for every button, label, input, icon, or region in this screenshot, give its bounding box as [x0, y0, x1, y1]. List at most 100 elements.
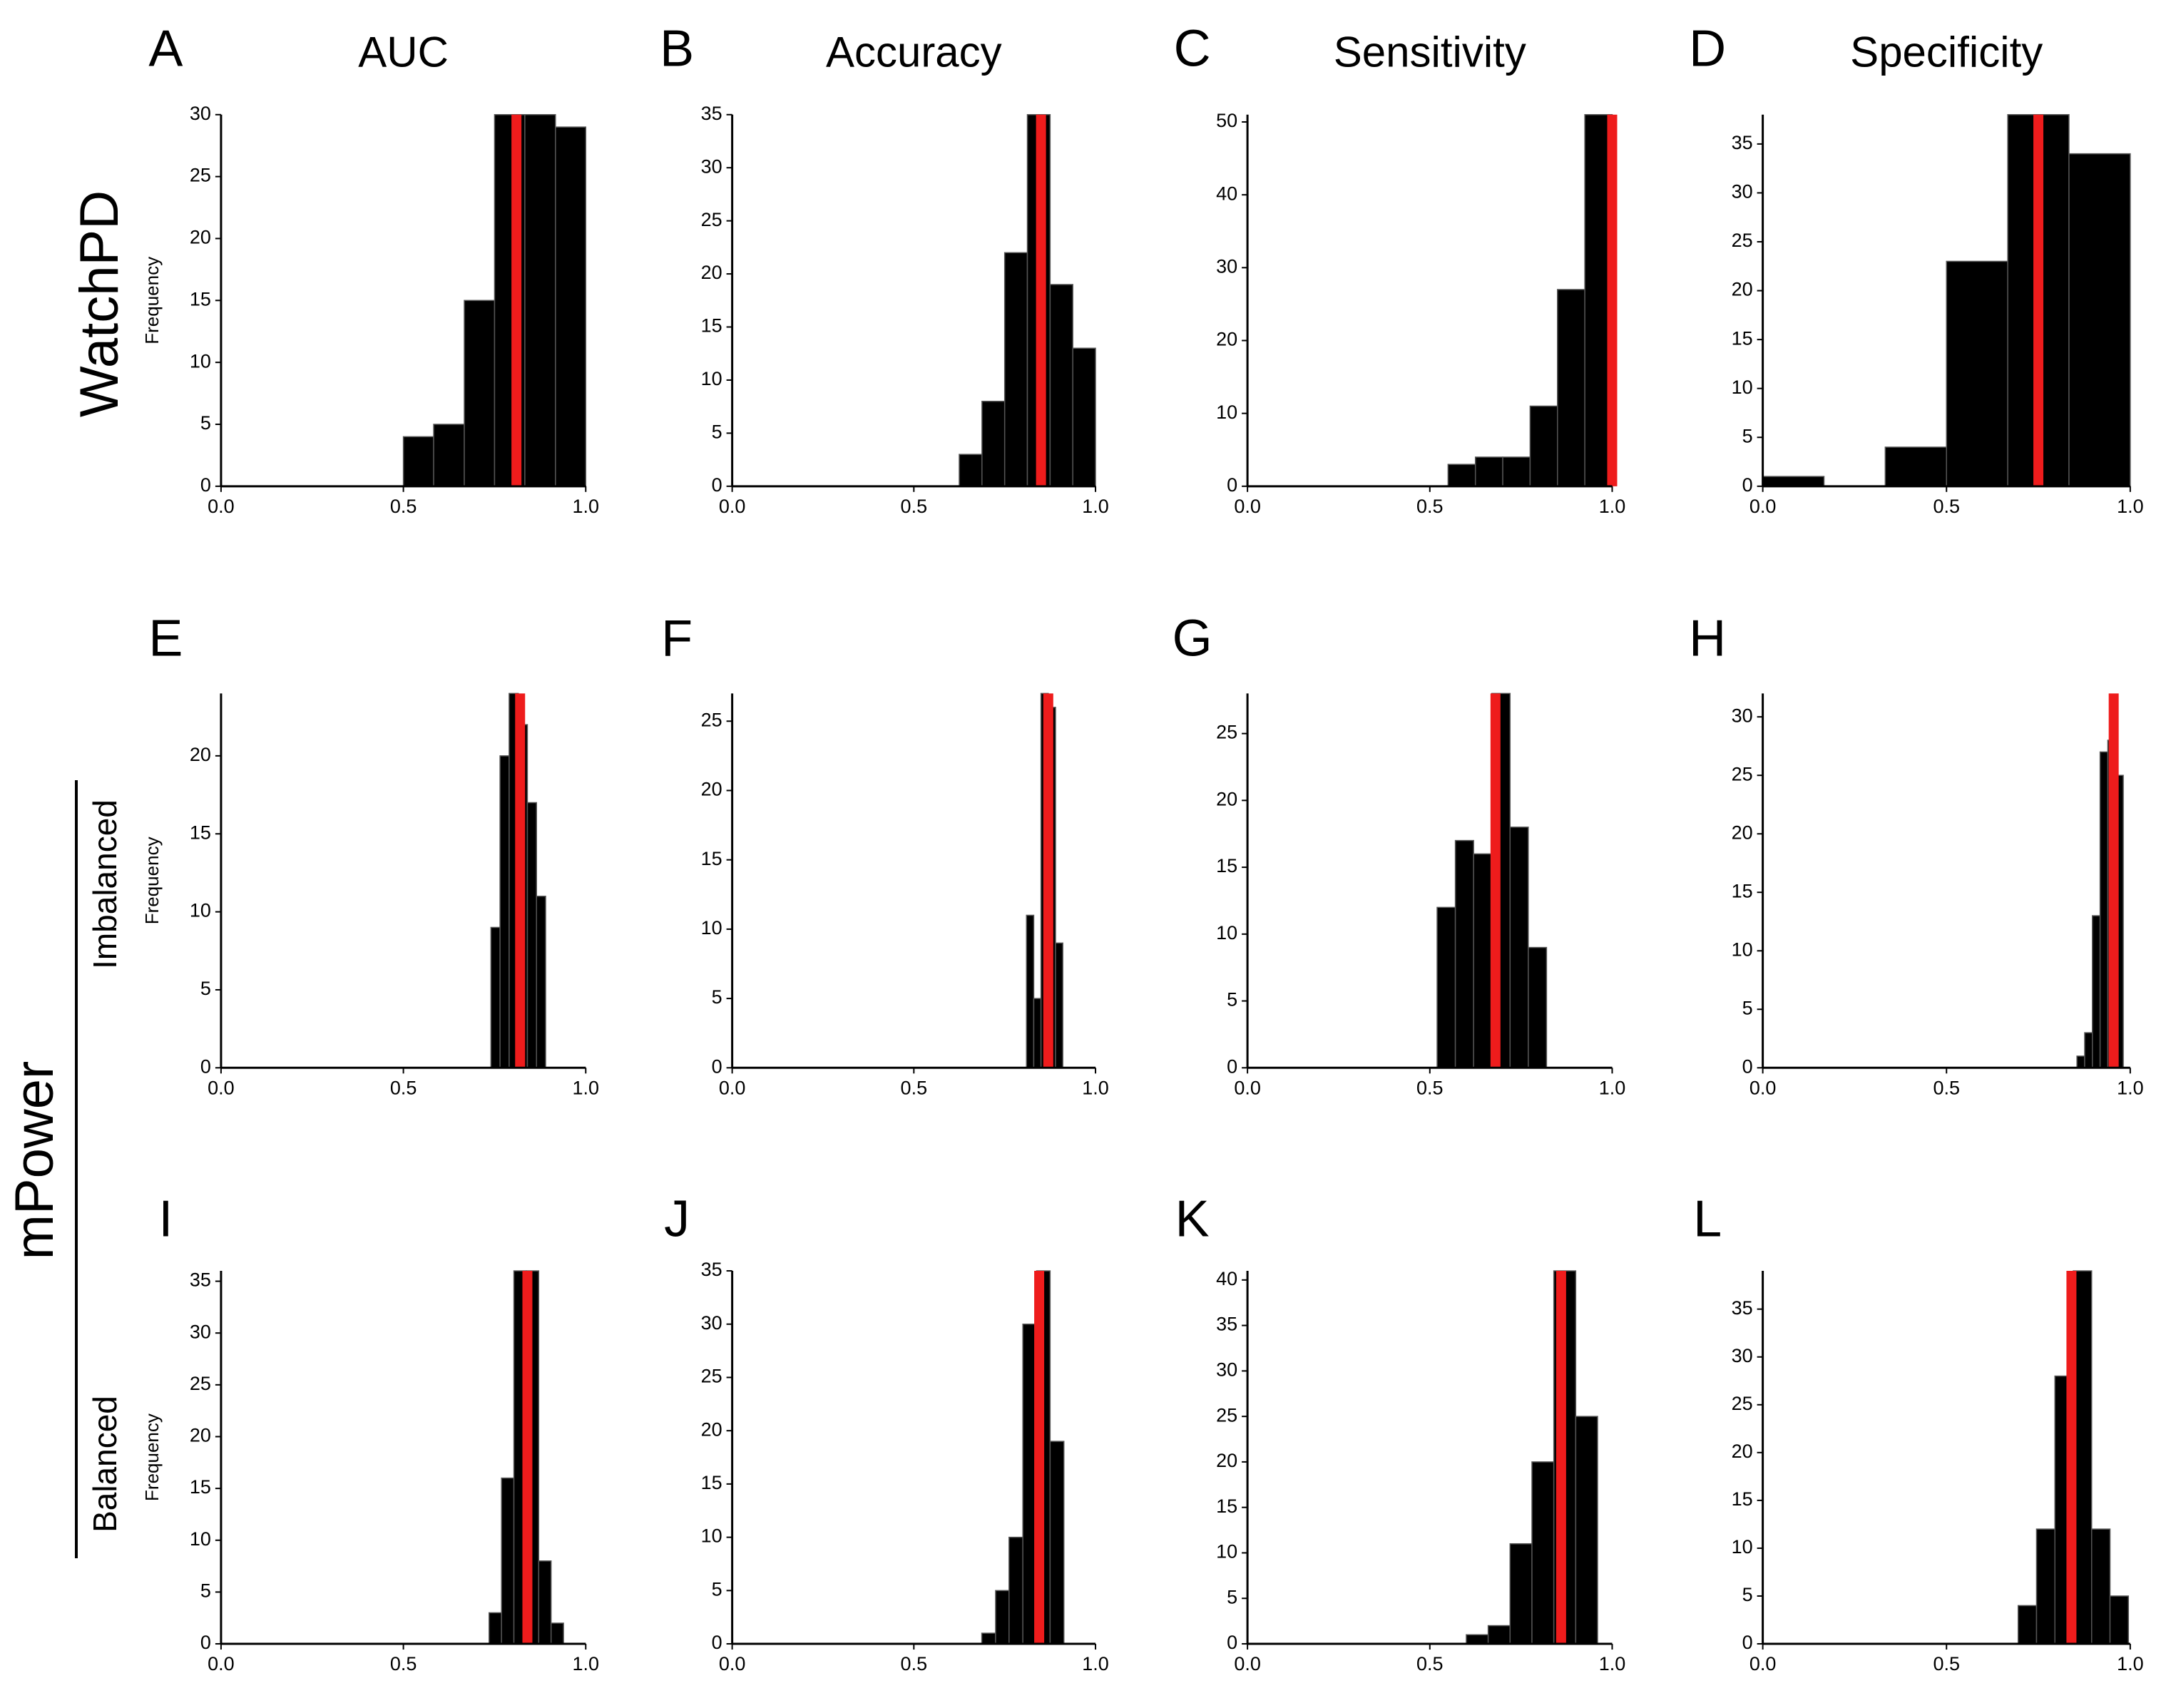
x-tick-label: 0.5 [1933, 1077, 1960, 1098]
panel-letter: G [1173, 610, 1212, 668]
y-tick-label: 30 [1732, 705, 1753, 726]
y-tick-label: 25 [1732, 230, 1753, 251]
y-tick-label: 10 [190, 900, 211, 921]
x-tick-label: 0.5 [1933, 1653, 1960, 1674]
histogram-bar [2109, 1595, 2130, 1645]
y-tick-label: 25 [1216, 1404, 1237, 1426]
y-axis-label: Frequency [141, 1413, 163, 1501]
y-tick-label: 35 [190, 1269, 211, 1291]
histogram-bar [550, 1622, 564, 1645]
x-tick-label: 1.0 [573, 496, 600, 517]
y-tick-label: 25 [190, 1373, 211, 1394]
y-tick-label: 10 [701, 1525, 722, 1547]
y-tick-label: 35 [1732, 132, 1753, 153]
y-tick-label: 30 [1732, 181, 1753, 203]
y-tick-label: 20 [190, 227, 211, 248]
histogram-bar [1509, 1543, 1533, 1645]
x-tick-label: 0.5 [390, 1653, 417, 1674]
x-tick-label: 1.0 [1082, 1077, 1109, 1098]
histogram-bar [1474, 456, 1503, 487]
x-tick-label: 0.0 [1749, 1077, 1777, 1098]
x-tick-label: 1.0 [2117, 1077, 2144, 1098]
histogram-bar [526, 802, 538, 1069]
x-tick-label: 1.0 [573, 1653, 600, 1674]
histogram-bar [1436, 906, 1456, 1069]
x-tick-label: 0.0 [208, 496, 235, 517]
y-tick-label: 10 [1732, 939, 1753, 960]
y-tick-label: 20 [701, 779, 722, 800]
histogram-bar [1466, 1634, 1489, 1645]
x-tick-label: 0.0 [1749, 496, 1777, 517]
histogram-bar [981, 1632, 996, 1645]
x-tick-label: 0.5 [901, 1653, 928, 1674]
histogram-bar [433, 424, 465, 487]
y-tick-label: 5 [712, 986, 722, 1008]
y-tick-label: 5 [1227, 1586, 1237, 1607]
histogram-bar [1049, 284, 1073, 487]
panel-title: AUC [358, 28, 449, 76]
panel-title: Specificity [1850, 28, 2043, 76]
row-label: WatchPD [69, 190, 130, 417]
histogram-bar [2035, 1528, 2055, 1645]
y-tick-label: 0 [712, 1055, 722, 1077]
y-tick-label: 0 [1227, 1632, 1237, 1653]
y-tick-label: 15 [1216, 1495, 1237, 1517]
panel-letter: K [1175, 1190, 1210, 1247]
histogram-bar [2092, 915, 2101, 1069]
row-label: Balanced [86, 1396, 123, 1533]
x-tick-label: 0.0 [1234, 496, 1261, 517]
histogram-bar [2068, 153, 2131, 487]
y-tick-label: 10 [1732, 377, 1753, 398]
y-tick-label: 20 [1216, 788, 1237, 809]
x-tick-label: 1.0 [1599, 496, 1626, 517]
histogram-bar [1946, 260, 2008, 487]
row-label: mPower [4, 1061, 65, 1260]
x-tick-label: 0.0 [208, 1077, 235, 1098]
x-tick-label: 1.0 [1599, 1077, 1626, 1098]
y-tick-label: 5 [1742, 997, 1753, 1018]
histogram-bar [1557, 289, 1585, 487]
y-tick-label: 15 [701, 1472, 722, 1493]
y-tick-label: 15 [190, 1476, 211, 1498]
histogram-bar [2091, 1528, 2111, 1645]
histogram-bar [1026, 914, 1035, 1069]
x-tick-label: 1.0 [2117, 1653, 2144, 1674]
y-tick-label: 5 [1227, 989, 1237, 1011]
x-tick-label: 0.5 [1933, 496, 1960, 517]
x-tick-label: 0.5 [1416, 1653, 1444, 1674]
x-tick-label: 0.5 [390, 496, 417, 517]
y-tick-label: 35 [1216, 1314, 1237, 1335]
y-tick-label: 0 [1742, 1055, 1753, 1077]
y-tick-label: 10 [190, 350, 211, 372]
y-tick-label: 30 [190, 1321, 211, 1342]
y-tick-label: 20 [190, 1425, 211, 1446]
histogram-bar [995, 1590, 1010, 1645]
panel-letter: E [148, 610, 183, 668]
histogram-bar [490, 926, 501, 1069]
y-tick-label: 20 [1216, 329, 1237, 350]
histogram-bar [981, 400, 1006, 487]
y-tick-label: 35 [1732, 1297, 1753, 1319]
histogram-bar [1531, 1461, 1555, 1645]
y-axis-label: Frequency [141, 257, 163, 344]
x-tick-label: 0.5 [901, 496, 928, 517]
y-tick-label: 0 [200, 1055, 211, 1077]
panel-letter: D [1689, 21, 1726, 78]
histogram-bar [489, 1612, 502, 1645]
y-tick-label: 0 [1227, 1055, 1237, 1077]
y-tick-label: 15 [1732, 880, 1753, 901]
y-tick-label: 20 [1732, 1441, 1753, 1462]
histogram-bar [1055, 942, 1063, 1069]
y-tick-label: 15 [701, 315, 722, 337]
y-tick-label: 10 [701, 368, 722, 389]
y-tick-label: 40 [1216, 1268, 1237, 1289]
histogram-bar [1502, 456, 1531, 487]
y-tick-label: 35 [701, 1259, 722, 1280]
histogram-bar [2076, 1055, 2085, 1069]
y-tick-label: 25 [1732, 763, 1753, 784]
panel-letter: F [661, 610, 693, 668]
histogram-bar [1003, 252, 1028, 487]
y-tick-label: 30 [1216, 255, 1237, 277]
